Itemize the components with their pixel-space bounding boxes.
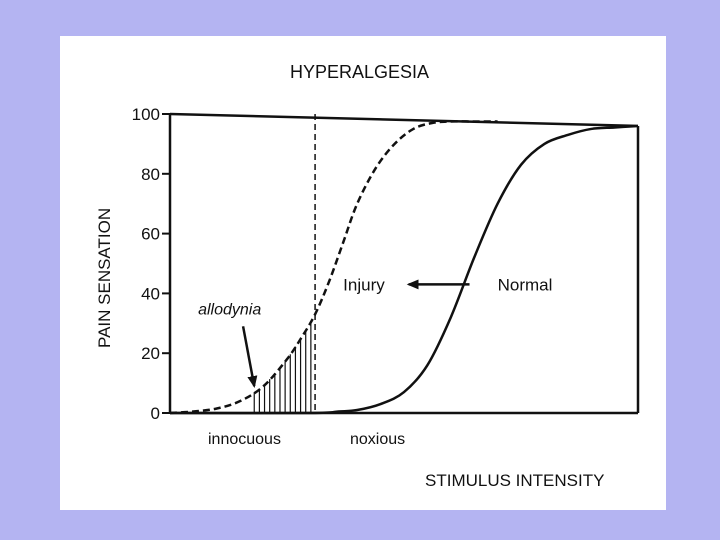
annotation-normal: Normal [498, 275, 553, 294]
top-border-line [169, 112, 639, 128]
figure-card: HYPERALGESIA 0 20 40 60 80 100 allodynia Injur… [60, 36, 666, 510]
y-axis-label: PAIN SENSATION [95, 208, 114, 348]
allodynia-hatch [253, 321, 312, 413]
annotation-injury: Injury [343, 275, 385, 294]
y-tick-label: 0 [151, 404, 160, 423]
y-tick-label: 60 [141, 225, 160, 244]
hyperalgesia-chart: HYPERALGESIA 0 20 40 60 80 100 allodynia Injur… [95, 62, 640, 490]
series-line-injury [169, 120, 498, 415]
series-group [169, 120, 639, 415]
plot-frame [168, 112, 640, 415]
y-tick-label: 100 [132, 105, 160, 124]
x-axis-label: STIMULUS INTENSITY [425, 471, 604, 490]
y-tick-label: 40 [141, 284, 160, 303]
y-tick-label: 80 [141, 165, 160, 184]
annotation-arrow [241, 326, 258, 389]
y-tick-label: 20 [141, 344, 160, 363]
region-label-noxious: noxious [350, 431, 405, 448]
region-label-innocuous: innocuous [208, 431, 281, 448]
annotation-allodynia: allodynia [198, 301, 261, 318]
annotations: allodynia Injury Normal [198, 275, 553, 389]
chart-title: HYPERALGESIA [290, 62, 429, 82]
y-ticks: 0 20 40 60 80 100 [132, 105, 170, 423]
series-line-normal [169, 124, 639, 415]
